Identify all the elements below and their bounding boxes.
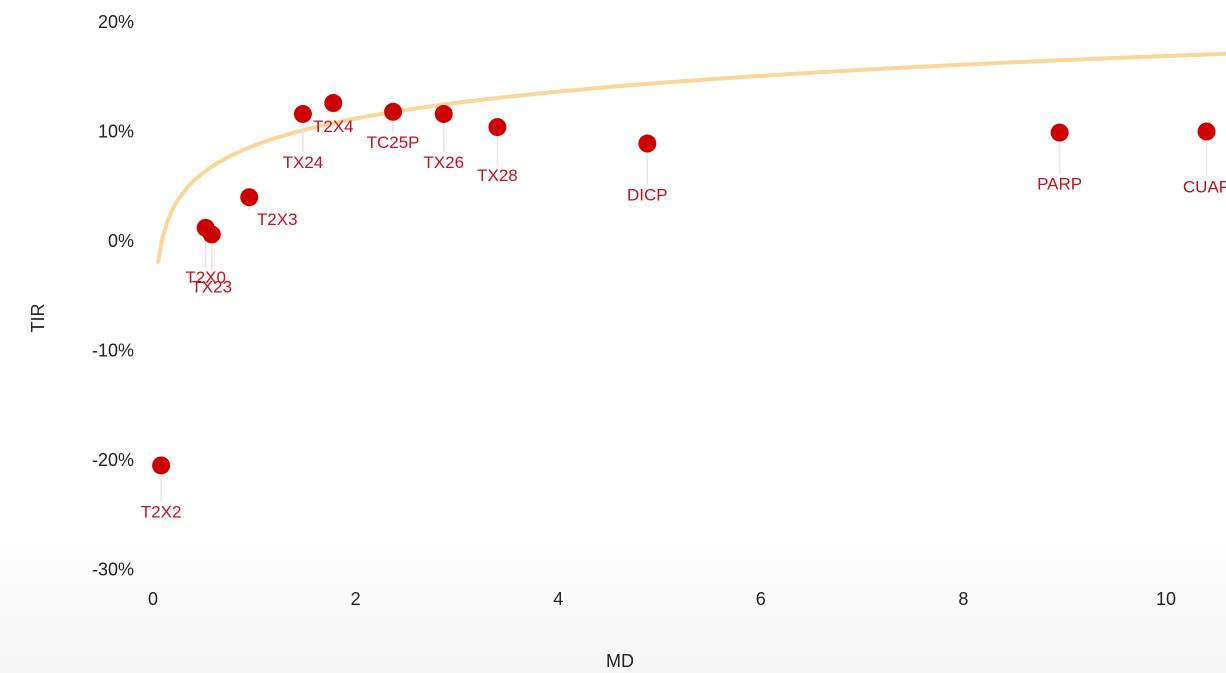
x-tick-label: 10 xyxy=(1156,589,1176,609)
data-point[interactable] xyxy=(240,188,259,207)
point-label: TX23 xyxy=(191,277,232,296)
x-axis-ticks: 0 2 4 6 8 10 xyxy=(148,589,1176,609)
data-point[interactable] xyxy=(202,225,221,244)
x-tick-label: 0 xyxy=(148,589,158,609)
y-tick-label: 20% xyxy=(98,12,134,32)
x-tick-label: 2 xyxy=(351,589,361,609)
point-label: T2X2 xyxy=(141,502,182,521)
x-tick-label: 6 xyxy=(756,589,766,609)
point-label: DICP xyxy=(627,186,668,205)
label-leader-lines xyxy=(160,112,1208,502)
x-axis-title: MD xyxy=(606,651,634,671)
data-point[interactable] xyxy=(152,456,171,475)
data-point[interactable] xyxy=(638,134,657,153)
point-label: TX26 xyxy=(423,153,464,172)
data-point[interactable] xyxy=(434,104,453,123)
y-tick-label: -20% xyxy=(92,450,134,470)
point-label: TX24 xyxy=(283,153,324,172)
data-point[interactable] xyxy=(1050,123,1069,142)
y-tick-label: 10% xyxy=(98,122,134,142)
y-tick-label: 0% xyxy=(108,231,134,251)
y-axis-title: TIR xyxy=(28,304,48,333)
point-label: T2X4 xyxy=(313,117,354,136)
data-point[interactable] xyxy=(293,104,312,123)
point-label: T2X0 xyxy=(185,268,226,287)
x-tick-label: 8 xyxy=(958,589,968,609)
point-label: TX28 xyxy=(477,166,518,185)
x-tick-label: 4 xyxy=(553,589,563,609)
data-point[interactable] xyxy=(1197,122,1216,141)
y-tick-label: -30% xyxy=(92,560,134,580)
y-tick-label: -10% xyxy=(92,341,134,361)
trendline xyxy=(156,51,1226,264)
point-label: CUAP xyxy=(1183,178,1226,197)
data-point[interactable] xyxy=(324,94,343,113)
data-point[interactable] xyxy=(488,118,507,137)
y-axis-ticks: 20% 10% 0% -10% -20% -30% xyxy=(92,12,134,580)
data-point[interactable] xyxy=(384,102,403,121)
point-label: T2X3 xyxy=(257,210,298,229)
point-label: PARP xyxy=(1037,175,1082,194)
data-points xyxy=(152,94,1216,475)
point-label: TC25P xyxy=(367,133,420,152)
